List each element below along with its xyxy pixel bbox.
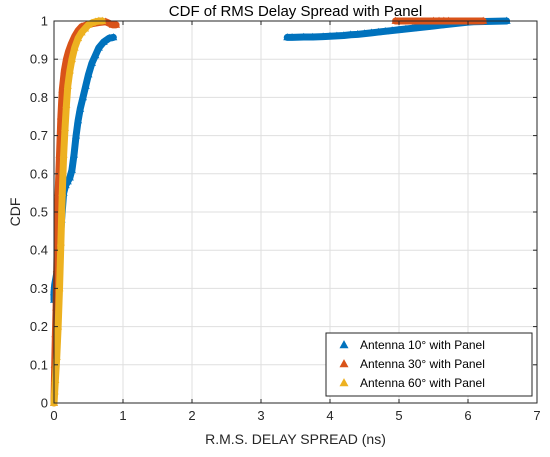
y-tick-label: 0.7 <box>30 128 48 143</box>
series-1-point <box>332 31 341 39</box>
x-tick-label: 5 <box>395 408 402 423</box>
series-1-point <box>401 24 410 32</box>
chart-title: CDF of RMS Delay Spread with Panel <box>169 3 422 20</box>
series-1-point <box>308 32 317 40</box>
series-3-point <box>74 33 83 42</box>
tick-layer: 0 1 2 3 4 5 6 7 0 0.1 0.2 0.3 0.4 0.5 0.6 0.7 0.8 0.9 1 <box>30 14 541 424</box>
series-1-point <box>72 131 81 139</box>
legend-marker-2 <box>339 359 349 368</box>
y-tick-label: 0 <box>41 396 48 411</box>
series-2-point <box>429 16 438 24</box>
series-3-point <box>52 352 61 361</box>
series-1-point <box>381 26 390 35</box>
series-1-point <box>408 23 417 32</box>
y-tick-label: 1 <box>41 14 48 29</box>
series-3-point <box>55 284 64 292</box>
series-1-point <box>319 32 328 40</box>
y-tick-label: 0.5 <box>30 205 48 220</box>
series-1-point <box>374 27 383 35</box>
series-1-point <box>81 81 90 89</box>
series-1-point <box>353 30 362 38</box>
x-tick-label: 4 <box>326 408 333 423</box>
series-1-point <box>415 23 424 31</box>
x-tick-label: 7 <box>533 408 540 423</box>
legend-box <box>325 332 533 397</box>
series-1-point <box>429 21 438 29</box>
series-1-point <box>109 33 118 41</box>
y-tick-label: 0.3 <box>30 281 48 296</box>
series-3-point <box>63 81 72 89</box>
y-axis-label: CDF <box>7 198 23 227</box>
series-3-point <box>65 66 74 74</box>
series-1-point <box>65 173 74 181</box>
series-2-point <box>479 16 488 24</box>
series-3-point <box>61 123 70 131</box>
legend-label-1: Antenna 10° with Panel <box>360 338 485 352</box>
series-1-point <box>87 58 96 66</box>
series-3-point <box>50 387 59 395</box>
y-tick-label: 0.8 <box>30 90 48 105</box>
series-3-point <box>84 20 93 28</box>
series-3-point <box>59 150 68 158</box>
series-3-point <box>54 322 63 330</box>
legend-label-3: Antenna 60° with Panel <box>360 376 485 390</box>
series-1-point <box>502 16 511 24</box>
legend-label-2: Antenna 30° with Panel <box>360 357 485 371</box>
series-3-point <box>56 238 65 246</box>
series-3-point <box>81 24 90 32</box>
series-1-point <box>422 22 431 30</box>
series-3-point <box>98 16 107 24</box>
series-1-point <box>360 29 369 37</box>
series-3-point <box>70 43 79 51</box>
x-axis-label: R.M.S. DELAY SPREAD (ns) <box>205 431 386 447</box>
legend-marker-3 <box>339 378 349 387</box>
series-3-point <box>77 28 86 36</box>
x-tick-label: 2 <box>188 408 195 423</box>
y-tick-label: 0.2 <box>30 319 48 334</box>
x-tick-label: 6 <box>464 408 471 423</box>
series-1-point <box>84 70 93 78</box>
y-tick-label: 0.9 <box>30 52 48 67</box>
x-tick-label: 0 <box>50 408 57 423</box>
series-1-point <box>76 104 85 112</box>
series-1-point <box>346 30 355 38</box>
x-tick-label: 1 <box>119 408 126 423</box>
legend-marker-1 <box>339 340 349 349</box>
y-tick-label: 0.6 <box>30 166 48 181</box>
series-1-point <box>395 25 403 33</box>
y-tick-label: 0.1 <box>30 357 48 372</box>
series-1-point <box>388 26 397 34</box>
series-1-point <box>288 33 297 41</box>
series-2-point <box>444 16 453 24</box>
series-1-point <box>339 31 348 39</box>
series-1-point <box>67 165 76 173</box>
legend: Antenna 10° with Panel Antenna 30° with P… <box>325 332 533 397</box>
series-1-point <box>70 150 79 158</box>
series-1-point <box>78 93 87 101</box>
series-1-point <box>299 32 308 40</box>
series-1-point <box>94 43 103 51</box>
x-tick-label: 3 <box>257 408 264 423</box>
series-3 <box>50 16 107 407</box>
series-1-point <box>367 28 376 36</box>
series-1-point <box>74 116 83 124</box>
series-3-point <box>58 188 67 196</box>
series-2-point <box>391 16 400 24</box>
series-3-point <box>62 100 71 108</box>
series-1-point <box>326 31 334 40</box>
series-3-point <box>67 54 76 63</box>
y-tick-label: 0.4 <box>30 243 48 258</box>
series-1-point <box>99 37 108 45</box>
series-1-point <box>91 51 100 59</box>
series-2-point <box>112 20 121 28</box>
series-3-point <box>51 375 60 383</box>
